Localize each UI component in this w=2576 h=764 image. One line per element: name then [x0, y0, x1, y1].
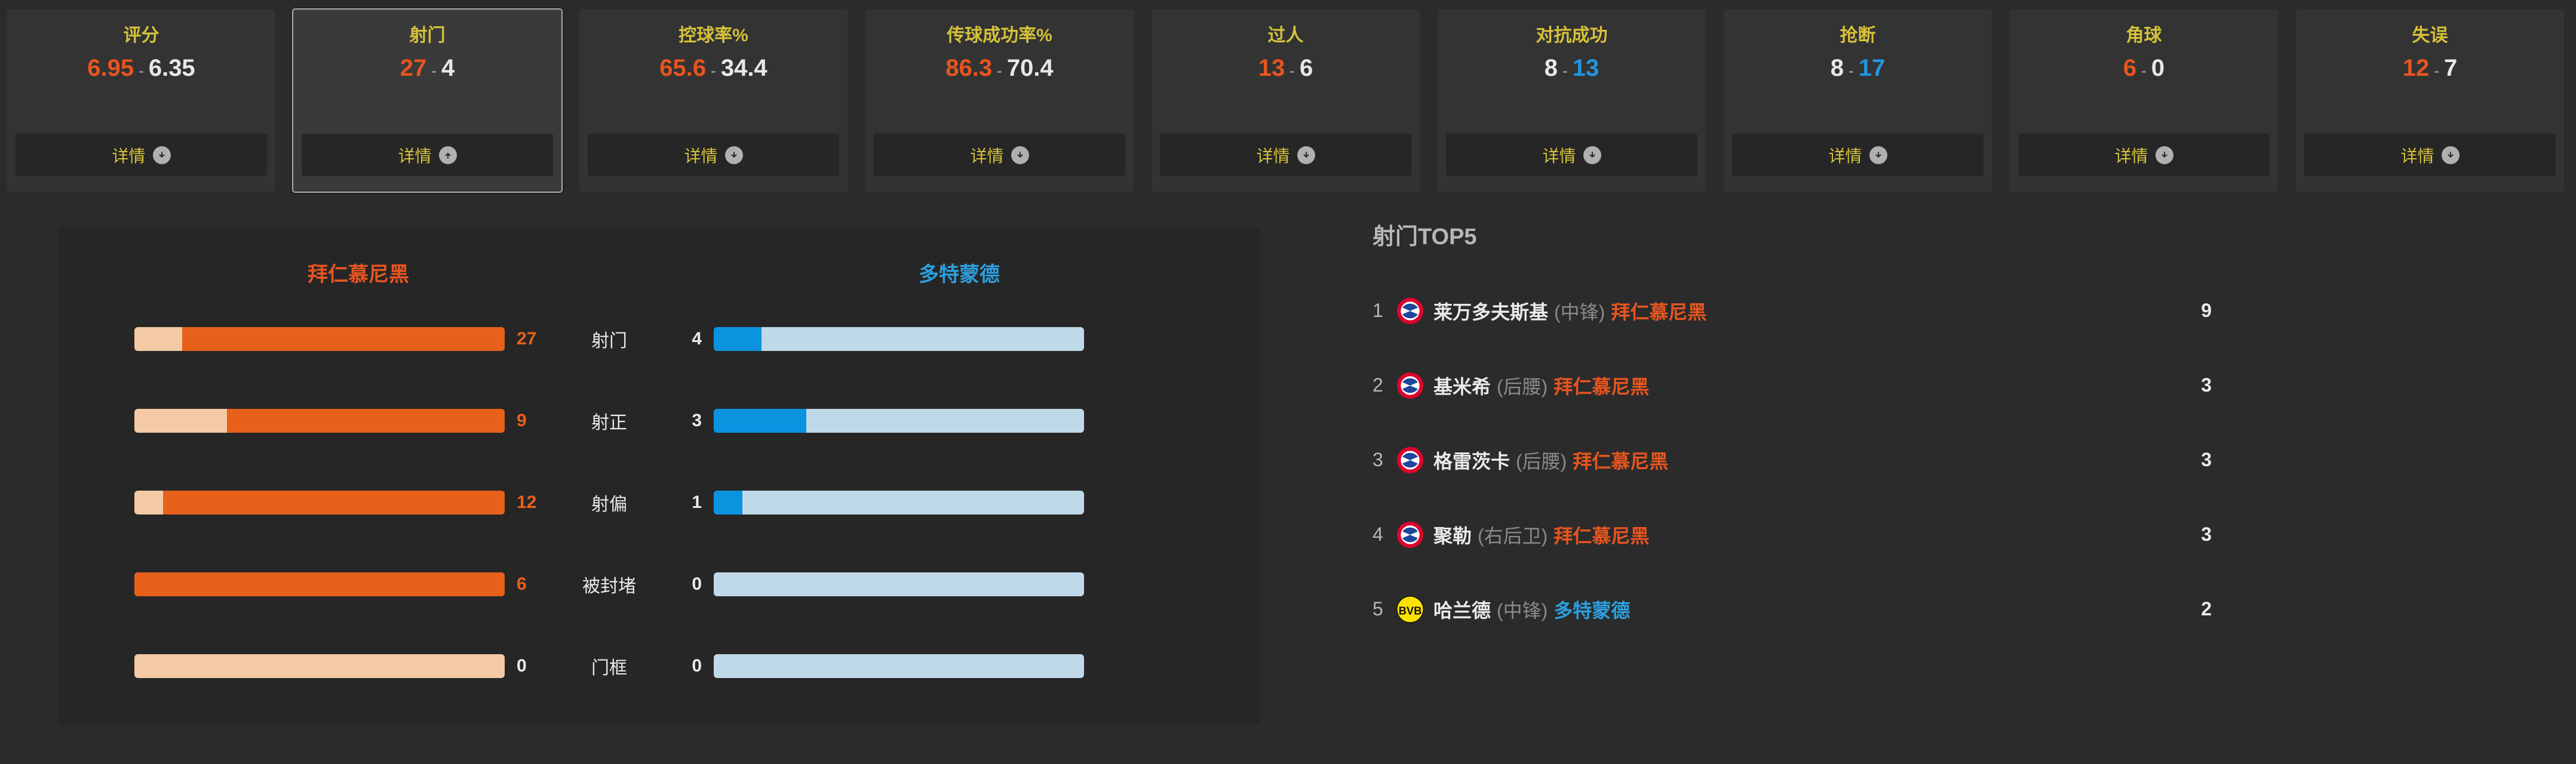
- svg-text:BVB: BVB: [1399, 604, 1422, 617]
